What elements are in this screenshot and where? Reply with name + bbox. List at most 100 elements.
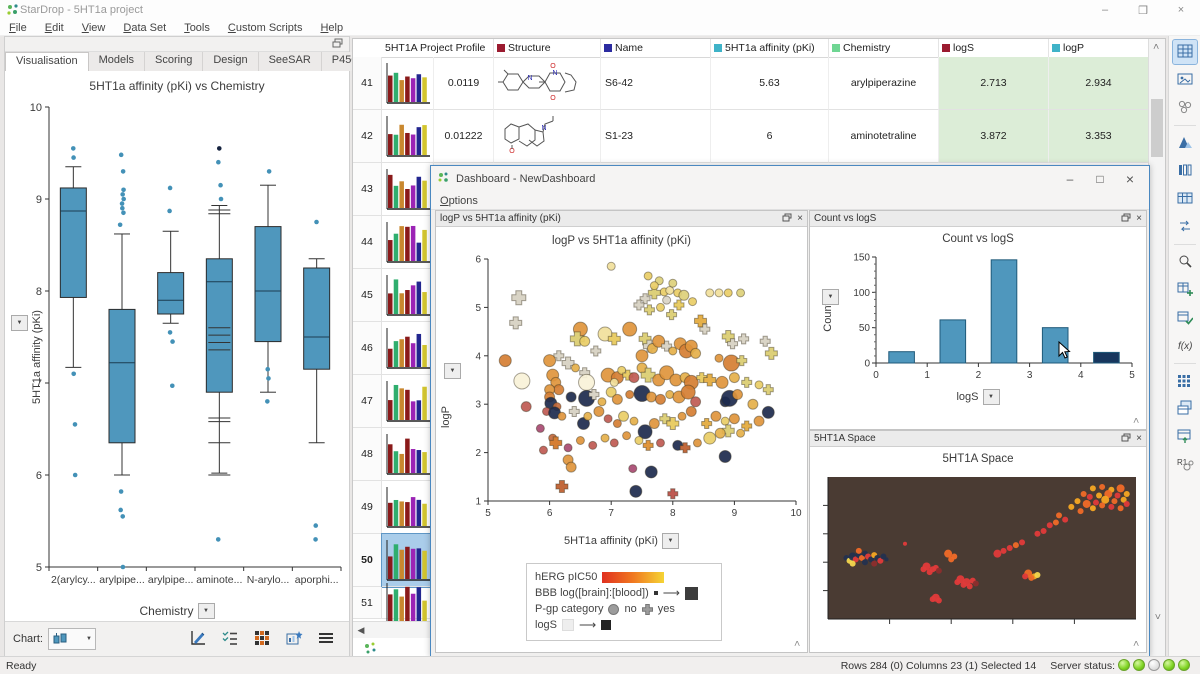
chemistry-cell[interactable]: arylpiperazine (829, 57, 939, 110)
r-group-icon[interactable]: R1 (1173, 453, 1197, 477)
profile-cell[interactable] (382, 582, 434, 624)
new-chart-icon[interactable] (285, 629, 303, 650)
profile-cell[interactable] (382, 322, 434, 375)
menu-item-data-set[interactable]: Data Set (123, 21, 167, 34)
histogram-collapse-chevron[interactable]: > (1131, 417, 1143, 424)
scatter-collapse-chevron[interactable]: > (792, 640, 804, 647)
close-panel-icon[interactable]: × (1136, 433, 1142, 444)
close-panel-icon[interactable]: × (1136, 213, 1142, 224)
float-panel-icon[interactable] (782, 213, 792, 225)
edit-chart-icon[interactable] (189, 629, 207, 650)
name-cell[interactable]: S1-23 (601, 110, 711, 163)
column-header[interactable]: 5HT1A Project Profile (382, 39, 494, 57)
logs-cell[interactable]: 3.872 (939, 110, 1049, 163)
chart-options-icon[interactable] (221, 629, 239, 650)
chemistry-cell[interactable]: aminotetraline (829, 110, 939, 163)
dashboard-maximize-button[interactable]: □ (1096, 172, 1104, 186)
transpose-icon[interactable] (1173, 215, 1197, 239)
profile-cell[interactable] (382, 375, 434, 428)
affinity-cell[interactable]: 6 (711, 110, 829, 163)
profile-value-cell[interactable]: 0.0119 (434, 57, 494, 110)
columns-icon[interactable] (1173, 159, 1197, 183)
dashboard-close-button[interactable]: × (1125, 171, 1135, 187)
row-number[interactable]: 49 (353, 481, 382, 534)
logp-cell[interactable]: 3.353 (1049, 110, 1149, 163)
scatter-panel-header[interactable]: logP vs 5HT1a affinity (pKi) × (436, 211, 807, 227)
chemical-space-icon[interactable] (1173, 131, 1197, 155)
profile-cell[interactable] (382, 216, 434, 269)
row-number[interactable]: 48 (353, 428, 382, 481)
name-cell[interactable]: S6-42 (601, 57, 711, 110)
space-collapse-chevron[interactable]: > (1131, 640, 1143, 647)
scroll-down-icon[interactable]: > (1151, 613, 1163, 620)
menu-item-tools[interactable]: Tools (184, 21, 210, 34)
tab-design[interactable]: Design (203, 52, 259, 71)
edit-cells-icon[interactable] (1173, 306, 1197, 330)
menu-item-file[interactable]: File (9, 21, 27, 34)
menu-icon[interactable] (317, 629, 335, 650)
column-header[interactable]: Chemistry (829, 39, 939, 57)
dashboard-titlebar[interactable]: Dashboard - NewDashboard – □ × (431, 166, 1149, 192)
scrollbar-thumb[interactable] (1151, 99, 1163, 157)
table-vertical-scrollbar[interactable]: > > (1148, 39, 1165, 657)
column-header[interactable]: logP (1049, 39, 1149, 57)
profile-cell[interactable] (382, 163, 434, 216)
search-icon[interactable] (1173, 250, 1197, 274)
boxplot-y-axis-dropdown[interactable]: ▼ (11, 315, 28, 331)
scatter-y-axis-dropdown[interactable]: ▼ (444, 363, 461, 379)
chart-type-select[interactable]: ▼ (47, 628, 96, 650)
histogram-y-axis-dropdown[interactable]: ▼ (822, 289, 839, 305)
float-panel-icon[interactable] (332, 38, 343, 51)
palette-grid-icon[interactable] (253, 629, 271, 650)
import-table-icon[interactable] (1173, 425, 1197, 449)
tab-visualisation[interactable]: Visualisation (5, 52, 89, 72)
column-header[interactable]: logS (939, 39, 1049, 57)
histogram-x-axis-dropdown[interactable]: ▼ (982, 389, 1000, 405)
tab-seesar[interactable]: SeeSAR (258, 52, 322, 71)
profile-cell[interactable] (382, 428, 434, 481)
scroll-left-icon[interactable]: ◀ (357, 624, 365, 635)
dashboard-menu-item-options[interactable]: Options (440, 194, 478, 207)
profile-value-cell[interactable]: 0.01222 (434, 110, 494, 163)
profile-cell[interactable] (381, 533, 435, 588)
row-number[interactable]: 47 (353, 375, 382, 428)
menu-item-help[interactable]: Help (320, 21, 344, 34)
table-icon[interactable] (1173, 187, 1197, 211)
function-icon[interactable]: f(x) (1173, 334, 1197, 358)
copy-table-icon[interactable] (1173, 397, 1197, 421)
scroll-up-icon[interactable]: > (1151, 43, 1163, 50)
space-panel-header[interactable]: 5HT1A Space × (810, 431, 1146, 447)
menu-item-edit[interactable]: Edit (44, 21, 64, 34)
row-number[interactable]: 45 (353, 269, 382, 322)
row-number[interactable]: 51 (353, 587, 382, 619)
float-panel-icon[interactable] (1121, 433, 1131, 445)
row-number[interactable]: 41 (353, 57, 382, 110)
molecules-icon[interactable] (1173, 96, 1197, 120)
column-header[interactable]: 5HT1a affinity (pKi) (711, 39, 829, 57)
row-number[interactable]: 46 (353, 322, 382, 375)
dashboard-minimize-button[interactable]: – (1066, 172, 1074, 186)
histogram-panel-header[interactable]: Count vs logS × (810, 211, 1146, 227)
maximize-button[interactable]: ❒ (1138, 4, 1148, 17)
profile-cell[interactable] (382, 269, 434, 322)
append-rows-icon[interactable] (1173, 278, 1197, 302)
profile-cell[interactable] (382, 57, 434, 110)
row-number[interactable]: 43 (353, 163, 382, 216)
menu-item-custom-scripts[interactable]: Custom Scripts (227, 21, 303, 34)
profile-cell[interactable] (382, 110, 434, 163)
float-panel-icon[interactable] (1121, 213, 1131, 225)
close-panel-icon[interactable]: × (797, 213, 803, 224)
column-header[interactable]: Name (601, 39, 711, 57)
scatter-x-axis-dropdown[interactable]: ▼ (661, 533, 679, 549)
affinity-cell[interactable]: 5.63 (711, 57, 829, 110)
image-icon[interactable] (1173, 68, 1197, 92)
row-number[interactable]: 44 (353, 216, 382, 269)
logs-cell[interactable]: 2.713 (939, 57, 1049, 110)
table-horizontal-scrollbar[interactable]: ◀ (353, 621, 433, 638)
boxplot-x-axis-dropdown[interactable]: ▼ (197, 603, 215, 619)
row-number[interactable]: 42 (353, 110, 382, 163)
profile-cell[interactable] (382, 481, 434, 534)
